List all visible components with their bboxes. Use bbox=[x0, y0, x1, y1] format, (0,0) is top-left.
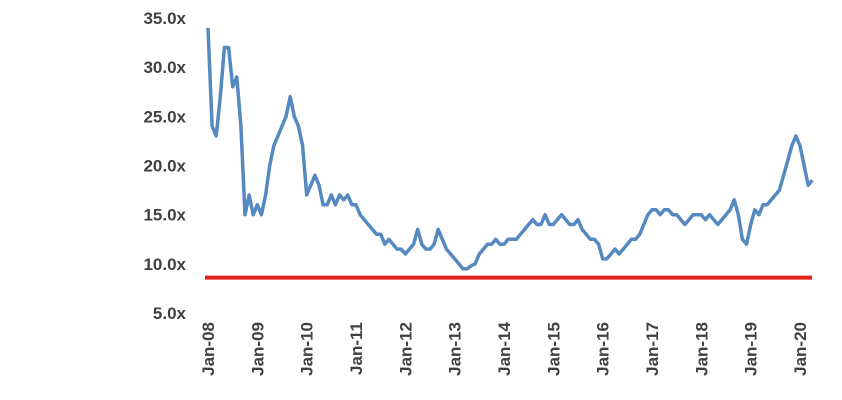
y-tick-label: 5.0x bbox=[153, 304, 187, 323]
x-tick-label: Jan-18 bbox=[692, 322, 711, 376]
x-tick-label: Jan-08 bbox=[199, 322, 218, 376]
y-tick-label: 20.0x bbox=[143, 157, 186, 176]
y-tick-label: 35.0x bbox=[143, 9, 186, 28]
y-tick-label: 15.0x bbox=[143, 206, 186, 225]
y-tick-label: 30.0x bbox=[143, 58, 186, 77]
y-tick-label: 10.0x bbox=[143, 255, 186, 274]
x-tick-label: Jan-09 bbox=[248, 322, 267, 376]
x-tick-label: Jan-10 bbox=[298, 322, 317, 376]
x-tick-label: Jan-20 bbox=[791, 322, 810, 376]
x-tick-label: Jan-13 bbox=[446, 322, 465, 376]
data-line bbox=[206, 27, 814, 271]
x-tick-label: Jan-19 bbox=[742, 322, 761, 376]
x-tick-label: Jan-12 bbox=[396, 322, 415, 376]
x-tick-label: Jan-16 bbox=[594, 322, 613, 376]
x-tick-label: Jan-14 bbox=[495, 321, 514, 375]
x-tick-label: Jan-15 bbox=[544, 322, 563, 376]
y-tick-label: 25.0x bbox=[143, 107, 186, 126]
x-tick-label: Jan-17 bbox=[643, 322, 662, 376]
x-tick-label: Jan-11 bbox=[347, 322, 366, 375]
